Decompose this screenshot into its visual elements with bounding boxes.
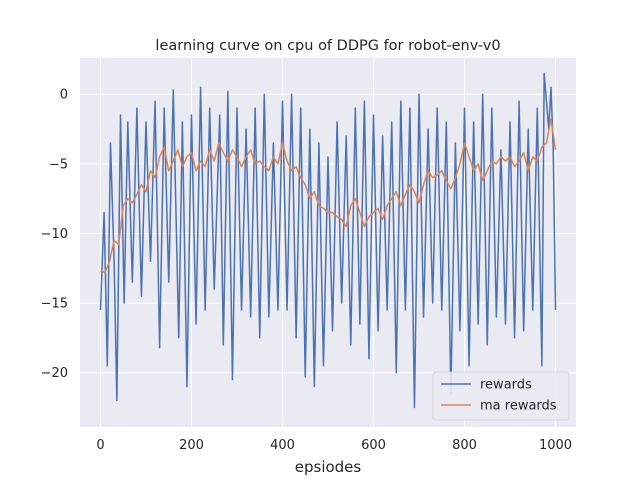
y-tick-label: −20 xyxy=(41,366,68,381)
legend-label-rewards: rewards xyxy=(480,378,532,393)
y-tick-label: −15 xyxy=(41,297,68,312)
x-tick-label: 600 xyxy=(361,438,386,453)
series-line-ma-rewards xyxy=(100,118,557,274)
chart-title: learning curve on cpu of DDPG for robot-… xyxy=(155,38,500,54)
x-tick-label: 1000 xyxy=(539,438,572,453)
x-tick-label: 200 xyxy=(179,438,204,453)
series-group xyxy=(99,72,557,409)
y-tick-label: −5 xyxy=(49,157,68,172)
x-tick-label: 800 xyxy=(452,438,477,453)
x-axis-label: epsiodes xyxy=(295,458,362,476)
y-tick-label: 0 xyxy=(60,88,68,103)
legend-label-ma-rewards: ma rewards xyxy=(480,399,557,414)
series-line-rewards xyxy=(99,72,557,409)
x-tick-label: 400 xyxy=(270,438,295,453)
y-tick-label: −10 xyxy=(41,227,68,242)
legend: rewards ma rewards xyxy=(432,371,570,421)
x-tick-label: 0 xyxy=(96,438,104,453)
plot-area xyxy=(80,58,576,427)
tick-labels: 0 200 400 600 800 1000 0 −5 −10 −15 −20 xyxy=(41,88,573,453)
